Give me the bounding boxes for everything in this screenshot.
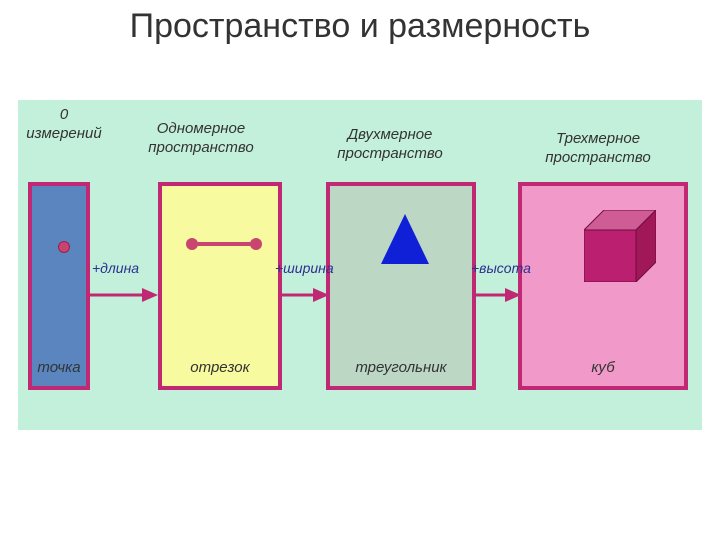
arrow-line-icon [475, 294, 507, 297]
dimension-box-dim1: отрезок [158, 182, 282, 390]
cube-icon [584, 210, 656, 282]
dimension-header: Трехмерное пространство [528, 130, 668, 168]
arrow-head-icon [313, 288, 329, 302]
dimension-label: отрезок [162, 359, 278, 376]
arrow-line-icon [90, 294, 144, 297]
dimension-header: 0 измерений [24, 106, 104, 144]
dimension-box-dim2: треугольник [326, 182, 476, 390]
arrow-head-icon [142, 288, 158, 302]
segment-icon [192, 238, 256, 250]
dimension-arrow [281, 280, 329, 310]
dimension-arrow [90, 280, 158, 310]
point-icon [58, 241, 70, 253]
arrow-head-icon [505, 288, 521, 302]
dimension-label: точка [32, 359, 86, 376]
dimension-box-dim0: точка [28, 182, 90, 390]
dimension-label: куб [522, 359, 684, 376]
arrow-label: +длина [92, 260, 139, 276]
arrow-line-icon [281, 294, 315, 297]
triangle-icon [381, 214, 429, 264]
diagram-canvas: 0 измерений точка Одномерное пространство о… [18, 100, 702, 430]
dimension-box-dim3: куб [518, 182, 688, 390]
dimension-header: Одномерное пространство [126, 120, 276, 158]
dimension-header: Двухмерное пространство [320, 126, 460, 164]
dimension-arrow [475, 280, 521, 310]
page-title: Пространство и размерность [0, 6, 720, 47]
dimension-label: треугольник [330, 359, 472, 376]
arrow-label: +высота [471, 260, 531, 276]
arrow-label: +ширина [275, 260, 334, 276]
